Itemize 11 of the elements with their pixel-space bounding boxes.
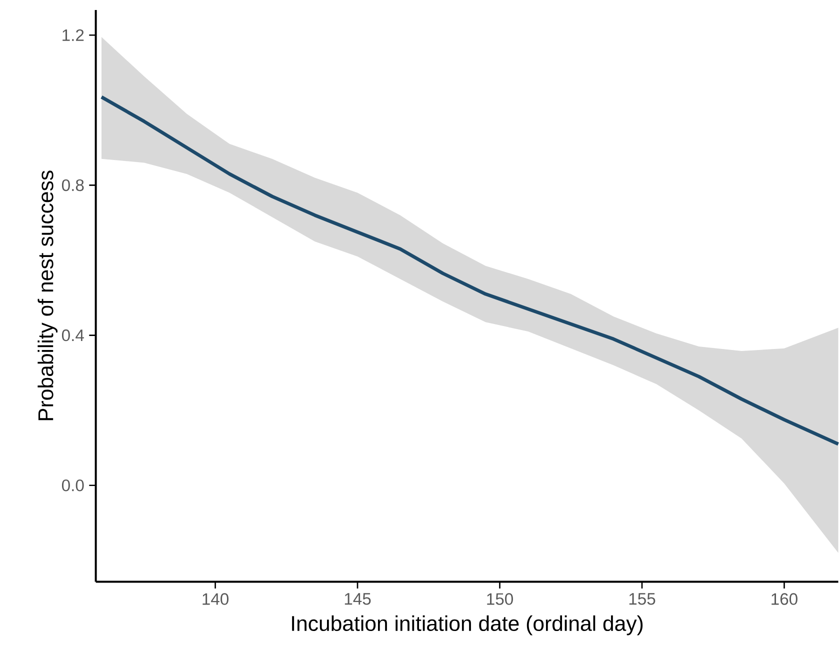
y-tick-label: 1.2 [62, 29, 84, 42]
y-tick-label: 0.4 [62, 330, 84, 342]
y-tick-label: 0.8 [62, 179, 84, 192]
x-tick-label: 145 [344, 593, 371, 605]
x-tick-label: 140 [202, 593, 229, 606]
x-tick-label: 150 [487, 593, 513, 606]
y-axis-title: Probability of nest success [38, 170, 58, 420]
x-tick-label: 160 [772, 593, 798, 606]
y-tick-label: 0.0 [62, 480, 84, 492]
x-tick-label: 155 [629, 593, 656, 605]
x-axis-title: Incubation initiation date (ordinal day) [292, 616, 643, 636]
